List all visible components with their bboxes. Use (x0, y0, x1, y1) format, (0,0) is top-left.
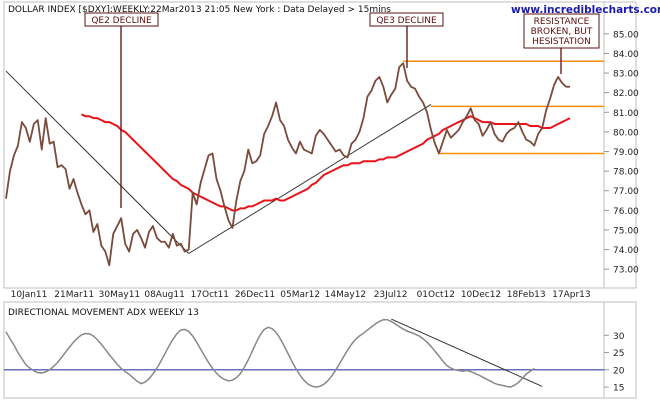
qe2-label-box (84, 12, 159, 27)
resistance-label-line-3: HESISTATION (532, 37, 591, 47)
adx-y-tick-label: 15 (613, 384, 624, 394)
price-y-tick-label: 75.00 (613, 226, 639, 236)
chart-title: DOLLAR INDEX [$DXY]:WEEKLY:22Mar2013 21:… (8, 5, 391, 15)
adx-y-tick-label: 20 (613, 366, 625, 376)
price-y-tick-label: 81.00 (613, 109, 639, 119)
price-panel-frame (3, 1, 637, 289)
adx-y-tick-label: 25 (613, 349, 624, 359)
x-tick-label: 18Feb13 (507, 290, 546, 300)
axis-ticks: 73.00 74.00 75.00 76.00 77.00 78.00 79.00 80.00… (11, 30, 639, 393)
adx-line (5, 318, 535, 388)
adx-panel-frame (3, 301, 637, 399)
price-y-tick-label: 77.00 (613, 187, 639, 197)
price-y-tick-label: 79.00 (613, 148, 639, 158)
qe2-label: QE2 DECLINE (91, 16, 152, 26)
price-y-tick-label: 78.00 (613, 168, 639, 178)
adx-y-tick-label: 30 (613, 332, 625, 342)
trendline (5, 70, 190, 254)
trendline (188, 103, 432, 254)
x-tick-label: 26Dec11 (235, 290, 275, 300)
price-y-tick-label: 82.00 (613, 89, 639, 99)
adx-trendline (391, 318, 543, 387)
price-y-tick-label: 84.00 (613, 50, 639, 60)
x-tick-label: 17Oct11 (191, 290, 229, 300)
resistance-label-line-2: BROKEN, BUT (531, 27, 593, 37)
price-y-tick-label: 80.00 (613, 128, 639, 138)
qe3-label-box (369, 12, 444, 27)
price-y-tick-label: 73.00 (613, 266, 639, 276)
chart-lines (4, 60, 604, 388)
price-y-tick-label: 83.00 (613, 70, 639, 80)
x-tick-label: 08Aug11 (144, 290, 184, 300)
x-tick-label: 01Oct12 (417, 290, 455, 300)
adx-panel-title: DIRECTIONAL MOVEMENT ADX WEEKLY 13 (8, 308, 199, 318)
price-line (5, 62, 570, 267)
x-tick-label: 30May11 (99, 290, 141, 300)
moving-average-line (81, 113, 571, 212)
resistance-label-box (523, 13, 600, 49)
x-tick-label: 14May12 (325, 290, 367, 300)
price-y-tick-label: 85.00 (613, 30, 639, 40)
x-tick-label: 10Dec12 (461, 290, 501, 300)
x-tick-label: 17Apr13 (552, 290, 590, 300)
brand-watermark: www.incrediblecharts.com (511, 4, 660, 16)
x-tick-label: 23Jul12 (374, 290, 408, 300)
resistance-label-line-1: RESISTANCE (534, 17, 590, 27)
price-y-tick-label: 74.00 (613, 246, 639, 256)
x-tick-label: 05Mar12 (280, 290, 320, 300)
x-tick-label: 10Jan11 (11, 290, 48, 300)
qe3-label: QE3 DECLINE (376, 16, 437, 26)
x-tick-label: 21Mar11 (54, 290, 94, 300)
price-y-tick-label: 76.00 (613, 207, 639, 217)
